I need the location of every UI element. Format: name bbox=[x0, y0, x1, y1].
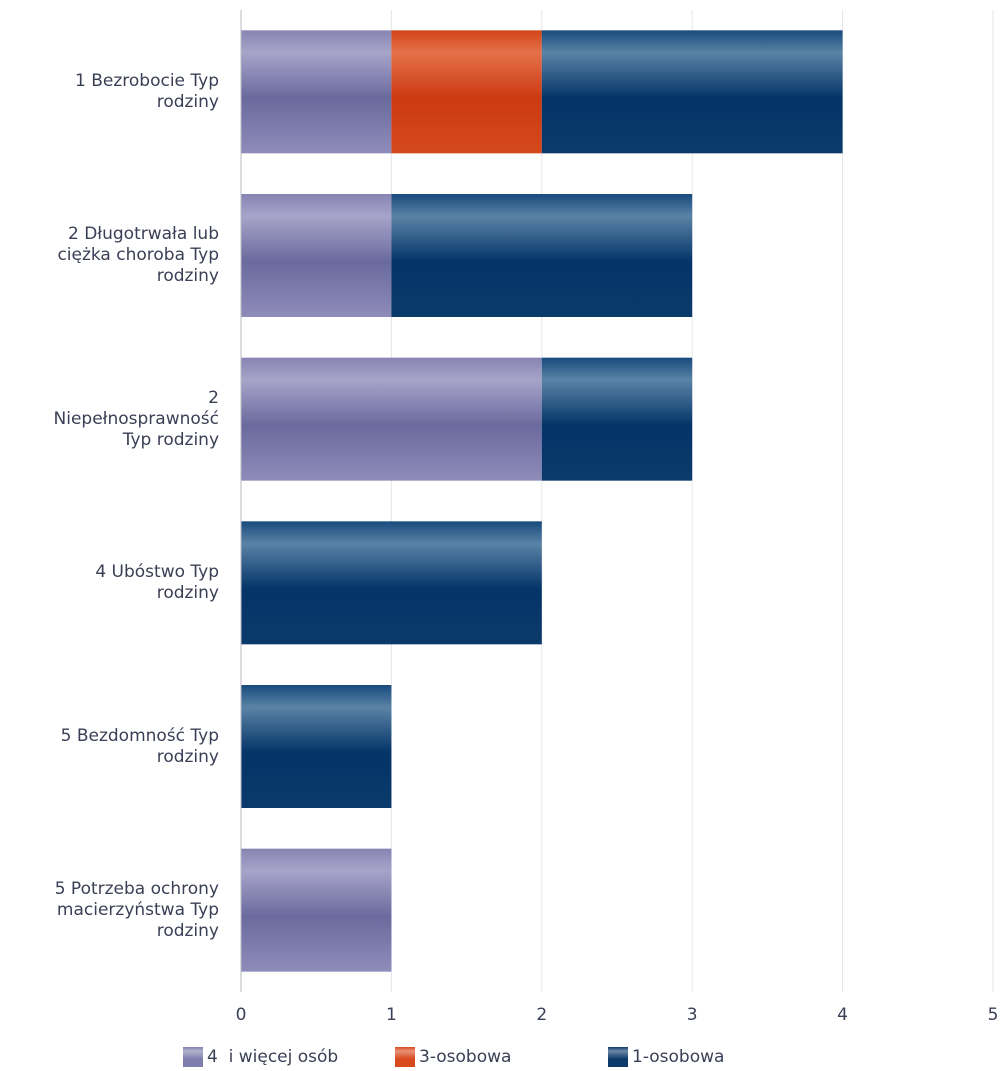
category-label-line: rodziny bbox=[156, 582, 219, 603]
category-label-line: rodziny bbox=[156, 266, 219, 286]
x-tick-label: 2 bbox=[536, 1005, 547, 1025]
category-label-line: Typ rodziny bbox=[122, 429, 219, 450]
category-label-line: 5 Potrzeba ochrony bbox=[54, 878, 219, 899]
bar-segment bbox=[241, 30, 392, 154]
bar-segment bbox=[391, 194, 693, 317]
category-label: 2 Niepełnosprawność Typ rodziny bbox=[4, 387, 220, 451]
legend-label: 1-osobowa bbox=[632, 1047, 725, 1067]
x-tick-label: 5 bbox=[988, 1005, 999, 1025]
category-label-line: macierzyństwa Typ bbox=[56, 899, 219, 920]
grid-lines bbox=[390, 10, 994, 992]
legend-swatch bbox=[608, 1047, 628, 1067]
bar-segment bbox=[241, 521, 542, 645]
bar-segment bbox=[241, 194, 392, 317]
legend-label: 4 i więcej osób bbox=[207, 1047, 339, 1067]
category-label: 4 Ubóstwo Typ rodziny bbox=[4, 562, 219, 604]
legend-item: 3-osobowa bbox=[395, 1046, 511, 1068]
legend-label: 3-osobowa bbox=[419, 1047, 512, 1067]
category-label-line: rodziny bbox=[156, 746, 219, 767]
category-label-line: rodziny bbox=[156, 920, 219, 941]
legend-item: 4 i więcej osób bbox=[183, 1046, 338, 1068]
bar-segment bbox=[541, 357, 693, 481]
legend: 4 i więcej osób 3-osobowa 1-osobowa bbox=[0, 1046, 1002, 1070]
legend-swatch bbox=[183, 1047, 203, 1067]
x-tick-label: 3 bbox=[687, 1005, 698, 1025]
x-tick-label: 1 bbox=[386, 1005, 397, 1025]
bar-segment bbox=[241, 848, 392, 972]
category-label-line: Niepełnosprawność bbox=[53, 408, 220, 429]
category-label-line: 5 Bezdomność Typ bbox=[60, 725, 219, 746]
x-tick-label: 0 bbox=[236, 1005, 247, 1025]
legend-swatch bbox=[395, 1047, 415, 1067]
legend-item: 1-osobowa bbox=[608, 1046, 724, 1068]
category-label: 5 Potrzeba ochrony macierzyństwa Typ rodzi… bbox=[4, 879, 219, 942]
category-label: 5 Bezdomność Typ rodziny bbox=[4, 726, 219, 768]
category-label-line: 2 Długotrwała lub bbox=[67, 224, 219, 244]
bar-segment bbox=[241, 685, 392, 808]
category-label-line: 1 Bezrobocie Typ bbox=[75, 70, 219, 91]
x-tick-label: 4 bbox=[837, 1005, 848, 1025]
category-label: 2 Długotrwała lub ciężka choroba Typ rodzi… bbox=[4, 224, 219, 287]
bar-segment bbox=[241, 357, 542, 481]
bars bbox=[241, 30, 843, 972]
bar-segment bbox=[541, 30, 843, 154]
category-label-line: rodziny bbox=[156, 91, 219, 112]
chart-canvas: 0 1 2 3 4 5 bbox=[236, 10, 999, 1025]
category-label-line: 2 bbox=[208, 387, 219, 408]
category-label: 1 Bezrobocie Typ rodziny bbox=[4, 71, 219, 113]
category-label-line: 4 Ubóstwo Typ bbox=[95, 561, 219, 582]
category-label-line: ciężka choroba Typ bbox=[57, 245, 219, 265]
bar-segment bbox=[391, 30, 542, 154]
x-axis-ticks: 0 1 2 3 4 5 bbox=[236, 1005, 999, 1025]
